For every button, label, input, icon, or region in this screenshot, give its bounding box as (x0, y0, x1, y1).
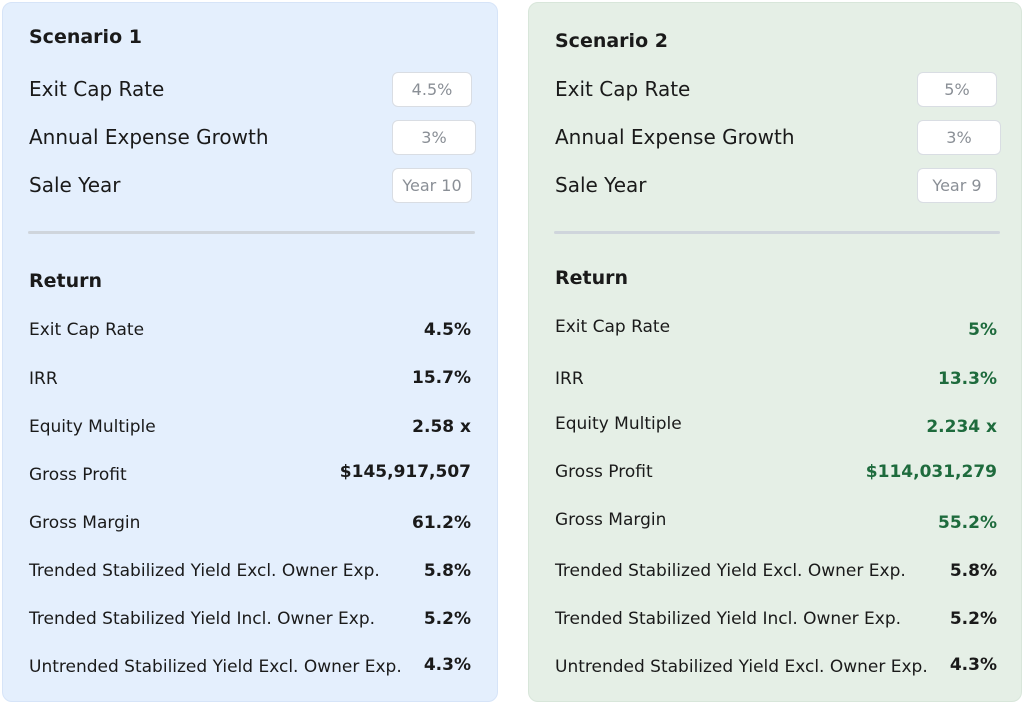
scenario-1-title: Scenario 1 (29, 26, 142, 48)
return-row-label: IRR (29, 369, 58, 389)
return-row-label: Gross Profit (29, 465, 127, 485)
scenario-1-card: Scenario 1 Exit Cap Rate Annual Expense … (2, 2, 498, 702)
section-divider (28, 231, 475, 234)
return-row-label: Untrended Stabilized Yield Excl. Owner E… (29, 657, 402, 677)
return-row-value: $114,031,279 (865, 462, 997, 482)
return-row-value: 5.8% (423, 561, 471, 581)
exit-cap-rate-input[interactable] (917, 72, 997, 107)
exit-cap-rate-input[interactable] (392, 72, 472, 107)
return-row-value: 4.3% (949, 655, 997, 675)
return-row-value: 13.3% (938, 369, 997, 389)
return-row-value: 5.2% (423, 609, 471, 629)
return-row-value: 4.5% (423, 320, 471, 340)
sale-year-label: Sale Year (555, 173, 647, 197)
return-row-label: Exit Cap Rate (555, 317, 671, 337)
annual-expense-growth-input[interactable] (917, 120, 1001, 155)
return-row-label: Trended Stabilized Yield Excl. Owner Exp… (555, 561, 906, 581)
return-row-label: Untrended Stabilized Yield Excl. Owner E… (555, 657, 928, 677)
return-row-label: Trended Stabilized Yield Excl. Owner Exp… (29, 561, 380, 581)
return-title: Return (555, 267, 629, 289)
sale-year-input[interactable] (392, 168, 472, 203)
return-row-label: Gross Profit (555, 462, 653, 482)
return-row-label: Trended Stabilized Yield Incl. Owner Exp… (29, 609, 376, 629)
return-row-label: Equity Multiple (555, 414, 682, 434)
exit-cap-rate-label: Exit Cap Rate (555, 77, 691, 101)
return-row-value: 61.2% (412, 513, 471, 533)
return-row-label: Gross Margin (555, 510, 667, 530)
return-row-value: 2.234 x (926, 417, 997, 437)
sale-year-label: Sale Year (29, 173, 121, 197)
return-row-label: Exit Cap Rate (29, 320, 145, 340)
return-row-value: 5% (968, 320, 997, 340)
return-row-label: Equity Multiple (29, 417, 156, 437)
annual-expense-growth-label: Annual Expense Growth (555, 125, 795, 149)
return-row-label: IRR (555, 369, 584, 389)
return-row-value: $145,917,507 (339, 462, 471, 482)
return-row-value: 55.2% (938, 513, 997, 533)
return-row-value: 15.7% (412, 368, 471, 388)
return-row-label: Trended Stabilized Yield Incl. Owner Exp… (555, 609, 902, 629)
scenario-2-card: Scenario 2 Exit Cap Rate Annual Expense … (528, 2, 1022, 702)
return-row-value: 5.2% (949, 609, 997, 629)
sale-year-input[interactable] (917, 168, 997, 203)
return-row-value: 2.58 x (412, 417, 471, 437)
return-row-value: 5.8% (949, 561, 997, 581)
section-divider (554, 231, 1000, 234)
return-row-value: 4.3% (423, 655, 471, 675)
annual-expense-growth-input[interactable] (392, 120, 476, 155)
return-title: Return (29, 270, 103, 292)
scenario-2-title: Scenario 2 (555, 30, 668, 52)
return-row-label: Gross Margin (29, 513, 141, 533)
annual-expense-growth-label: Annual Expense Growth (29, 125, 269, 149)
exit-cap-rate-label: Exit Cap Rate (29, 77, 165, 101)
